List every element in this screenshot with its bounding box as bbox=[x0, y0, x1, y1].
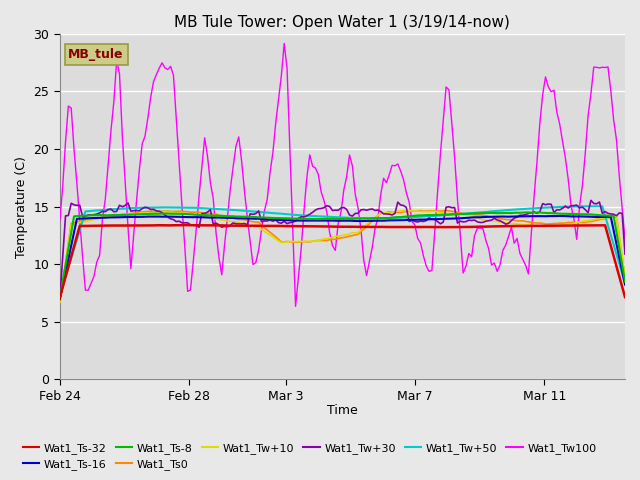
X-axis label: Time: Time bbox=[327, 404, 358, 417]
Title: MB Tule Tower: Open Water 1 (3/19/14-now): MB Tule Tower: Open Water 1 (3/19/14-now… bbox=[175, 15, 510, 30]
Legend: Wat1_Ts-32, Wat1_Ts-16, Wat1_Ts-8, Wat1_Ts0, Wat1_Tw+10, Wat1_Tw+30, Wat1_Tw+50,: Wat1_Ts-32, Wat1_Ts-16, Wat1_Ts-8, Wat1_… bbox=[19, 438, 601, 474]
Text: MB_tule: MB_tule bbox=[68, 48, 124, 61]
Y-axis label: Temperature (C): Temperature (C) bbox=[15, 156, 28, 257]
